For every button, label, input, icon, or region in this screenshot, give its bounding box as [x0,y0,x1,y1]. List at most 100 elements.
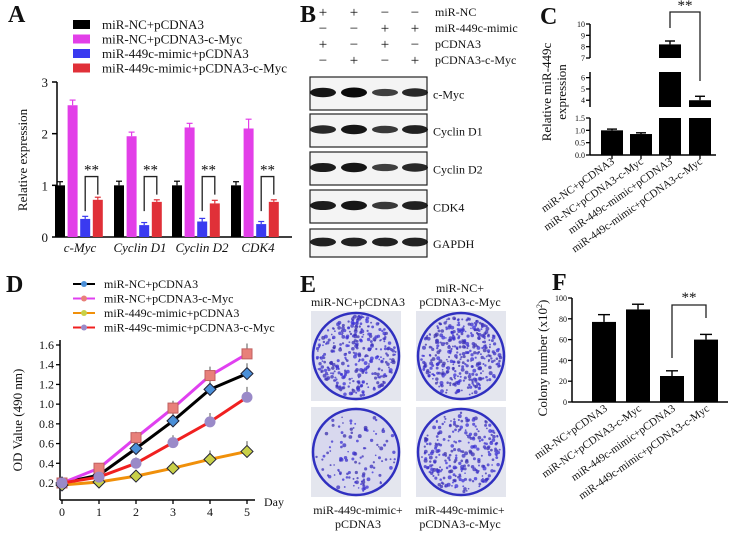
colony [383,373,387,377]
colony [363,361,368,365]
colony [464,431,468,435]
colony [381,460,384,463]
y-tick-label: 1.6 [39,338,54,352]
protein-band [402,163,428,172]
colony [441,372,444,375]
legend-swatch [73,20,90,29]
colony [450,331,453,334]
colony [428,353,432,357]
colony [455,454,458,457]
colony [332,345,337,349]
colony [453,418,456,421]
significance-bracket [143,175,158,212]
colony [490,469,494,473]
colony [354,363,358,366]
colony [445,337,447,339]
colony [389,466,393,470]
colony [458,372,462,375]
colony [457,361,460,364]
legend-swatch [73,63,90,73]
colony [487,450,491,454]
condition-label: pCDNA3 [435,37,481,51]
colony [488,423,492,427]
colony [457,475,460,479]
colony [484,472,487,475]
colony [434,476,438,480]
panel-b-western-blot: + + − − miR-NC− − + + miR-449c-mimic+ − + − pCDNA3− +… [309,5,518,258]
protein-band [341,200,367,211]
colony [496,462,500,467]
protein-band [372,163,398,172]
colony [454,428,457,432]
colony [323,352,327,356]
colony [359,338,363,342]
colony [452,422,457,426]
colony [466,418,471,422]
colony [322,454,326,458]
colony [356,335,360,339]
colony [382,357,385,360]
colony [447,349,451,354]
colony [338,385,342,388]
colony [483,340,487,344]
colony [325,377,329,381]
colony [350,324,354,328]
colony [439,478,443,481]
colony [356,387,361,392]
x-axis-label: Day [264,495,284,509]
y-tick-label: 0.5 [575,139,585,148]
colony [493,469,496,473]
y-axis-label: Colony number (x102) [535,300,550,417]
colony [352,484,355,487]
colony [338,347,343,352]
y-tick-label: 5 [581,85,585,94]
protein-band [310,237,336,247]
colony [330,440,334,443]
colony [320,365,325,369]
colony [420,358,423,361]
colony [493,375,496,379]
colony [470,378,474,382]
colony [384,345,387,348]
legend-label: miR-449c-mimic+pCDNA3 [102,46,249,61]
colony [439,466,442,469]
colony [493,431,496,434]
colony [472,368,477,373]
condition-sign: − [319,21,327,37]
colony [353,333,356,337]
colony [468,383,471,387]
y-tick-label: 7 [581,54,585,63]
colony [426,336,431,341]
colony [449,384,452,387]
colony [470,333,475,338]
colony [452,329,456,334]
colony [351,377,353,380]
significance-stars: ** [260,163,275,179]
colony [491,335,496,340]
plate-label: pCDNA3-c-Myc [419,295,500,309]
colony [394,350,397,353]
colony [359,384,363,388]
colony [458,439,461,443]
colony [387,346,391,351]
y-tick-label: 0.0 [575,151,585,160]
colony [361,390,365,394]
colony [343,369,347,372]
y-axis-label-superscript: 2 [535,304,544,308]
colony [327,367,331,372]
colony [485,355,488,358]
y-tick-label: 0.4 [39,456,54,470]
colony [333,370,336,373]
colony [498,359,501,363]
colony [336,359,340,363]
colony [487,445,491,449]
data-point [203,382,217,397]
colony [482,348,487,353]
colony [441,335,446,340]
colony [470,327,472,330]
bar [659,118,681,155]
colony [458,364,461,367]
colony [437,432,440,435]
colony [318,362,322,366]
